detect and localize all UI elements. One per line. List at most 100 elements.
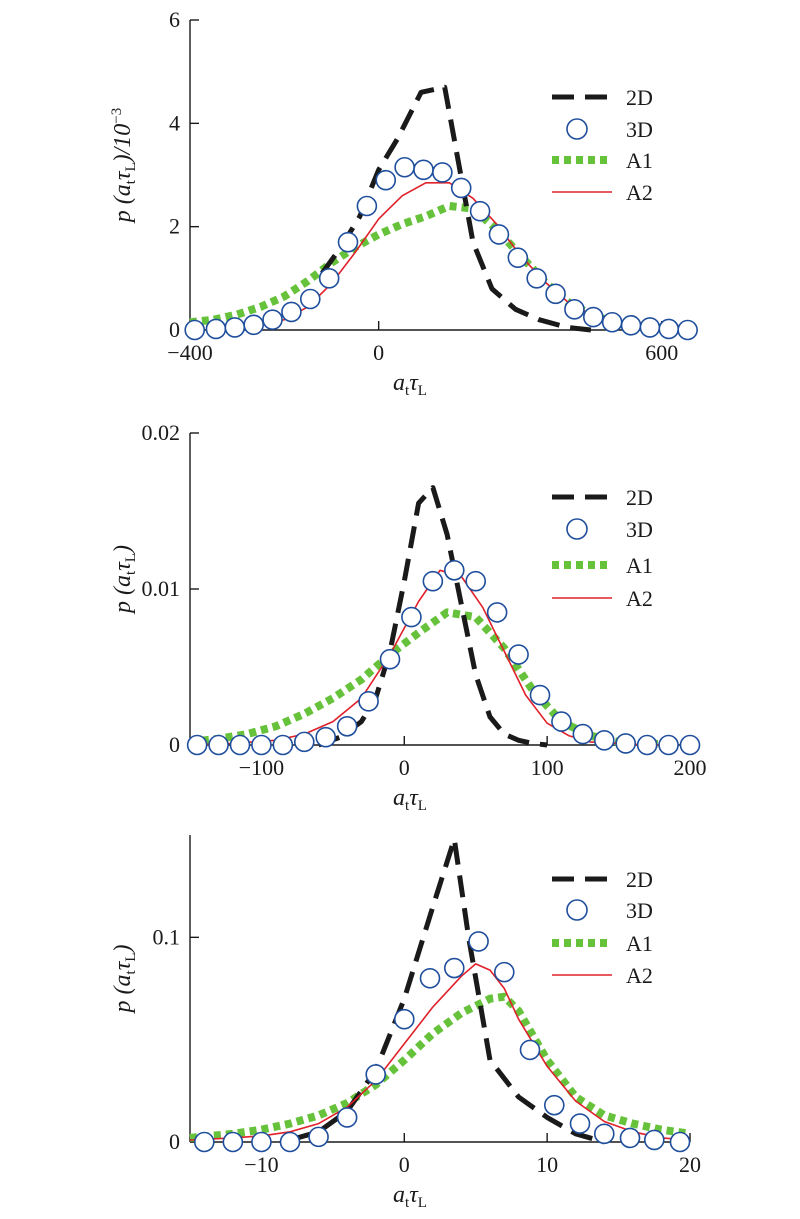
x-tick-label: 0 [373,340,384,365]
series-line-A1 [189,608,676,749]
data-point-3D [272,734,294,756]
data-point-3D [193,1131,215,1153]
data-point-3D [394,156,415,178]
data-point-3D [251,1131,272,1153]
series-A2 [189,569,676,746]
data-point-3D [184,319,206,341]
data-point-3D [308,1126,329,1148]
data-point-3D [569,1113,591,1134]
series-A1 [189,202,686,333]
series-2D [317,485,548,748]
data-point-3D [545,283,566,305]
series-3D [186,559,701,756]
data-point-3D [336,1107,358,1128]
legend-symbol-3D [566,518,588,540]
x-tick-label: 20 [679,1152,701,1177]
data-point-3D [413,159,434,181]
data-point-3D [639,317,661,338]
y-tick-label: 0.1 [153,924,181,949]
data-point-3D [564,299,585,320]
data-point-3D [493,961,515,983]
data-point-3D [529,684,551,706]
data-point-3D [658,734,679,756]
legend-label-A2: A2 [626,586,653,611]
data-point-3D [593,1123,615,1145]
legend-symbol-3D [566,118,588,140]
data-point-3D [443,559,465,581]
legend-label-2D: 2D [626,85,653,110]
legend-label-A2: A2 [626,180,653,205]
data-point-3D [262,309,283,330]
data-point-3D [243,314,264,336]
data-point-3D [432,162,453,183]
x-tick-label: 600 [645,340,678,365]
chart-panel-3: 0 0.1 −10 0 10 20 atτL p (atτL) 2D 3D A1 A2 [110,835,701,1211]
y-tick-label: 0.01 [142,576,181,601]
x-tick-label: 200 [674,755,707,780]
legend-label-A1: A1 [626,148,653,173]
data-point-3D [365,1064,387,1085]
data-point-3D [422,570,444,592]
legend-label-A1: A1 [626,553,653,578]
x-tick-label: 0 [399,1152,410,1177]
data-point-3D [379,648,401,670]
x-axis-label: atτL [393,785,427,814]
data-point-3D [281,301,302,323]
y-tick-label: 0 [169,1129,180,1154]
data-point-3D [443,957,465,979]
legend-label-3D: 3D [626,898,653,923]
x-tick-label: 100 [531,755,564,780]
y-axis-label: p (atτL) [110,945,139,1015]
series-3D [193,931,691,1153]
series-line-A1 [189,992,691,1142]
data-point-3D [393,1008,415,1030]
data-point-3D [318,268,340,289]
legend-label-2D: 2D [626,485,653,510]
series-A2 [237,182,686,331]
series-line-2D [289,836,605,1145]
data-point-3D [679,734,701,756]
data-point-3D [224,317,246,338]
data-point-3D [419,967,441,989]
data-point-3D [519,1039,541,1061]
y-axis-label: p (atτL) [110,545,139,615]
data-point-3D [601,311,623,333]
legend-label-3D: 3D [626,517,653,542]
data-point-3D [358,691,379,712]
data-point-3D [450,177,472,199]
legend: 2D 3D A1 A2 [552,867,653,988]
data-point-3D [465,570,487,592]
data-point-3D [356,195,378,217]
data-point-3D [593,730,615,751]
series-A2 [189,963,691,1141]
y-tick-label: 2 [169,214,180,239]
x-tick-label: −400 [167,340,212,365]
x-tick-label: −10 [244,1152,278,1177]
y-tick-label: 0 [169,317,180,342]
data-point-3D [507,247,529,268]
data-point-3D [658,318,680,340]
data-point-3D [488,224,510,245]
legend: 2D 3D A1 A2 [552,485,653,611]
series-3D [184,156,698,341]
data-point-3D [551,711,572,732]
data-point-3D [251,734,272,756]
legend-label-A2: A2 [626,963,653,988]
data-point-3D [636,734,658,756]
data-point-3D [583,306,604,328]
data-point-3D [620,315,642,336]
data-point-3D [336,715,358,737]
series-A1 [189,608,676,749]
y-tick-label: 4 [169,110,180,135]
data-point-3D [375,169,397,191]
data-point-3D [186,734,208,756]
data-point-3D [615,733,637,754]
x-axis-label: atτL [393,370,427,399]
series-2D [289,836,605,1145]
data-point-3D [205,318,227,340]
data-point-3D [643,1129,665,1151]
series-line-A1 [189,202,686,333]
x-tick-label: 10 [536,1152,558,1177]
